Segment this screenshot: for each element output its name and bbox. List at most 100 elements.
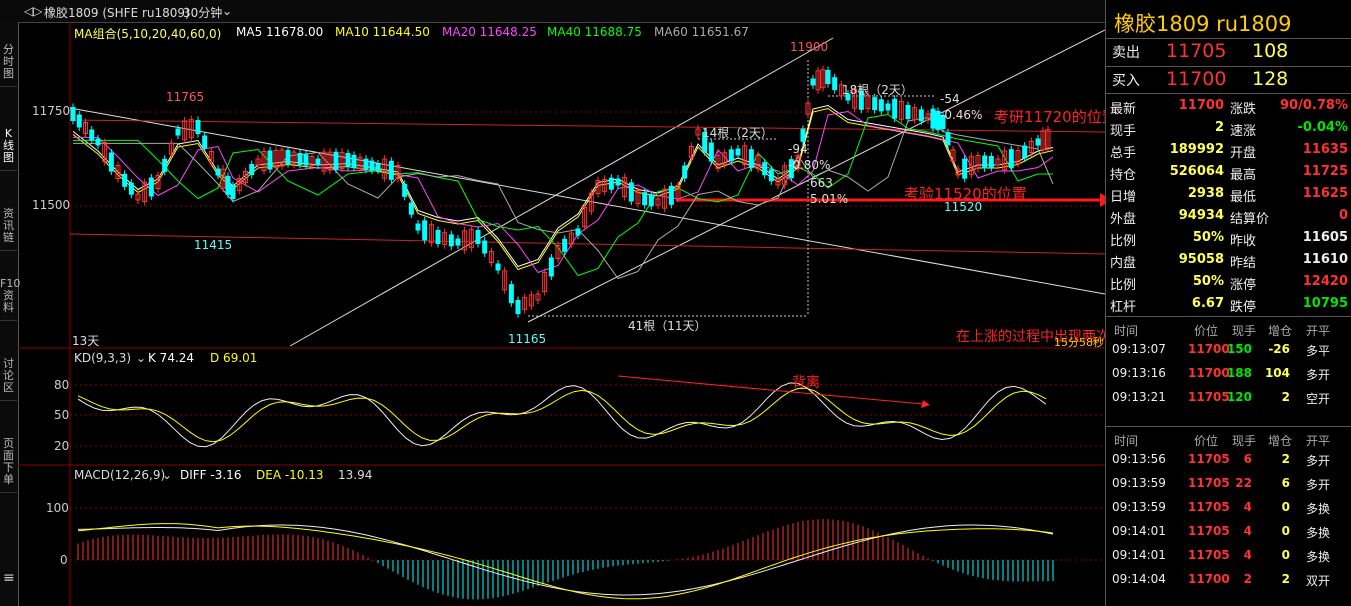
period-selector[interactable]: 30分钟 <box>183 6 223 20</box>
ma40-label: MA40 11688.75 <box>547 25 642 39</box>
header-vol: 现手 <box>1232 434 1257 448</box>
candle <box>852 88 858 109</box>
candle <box>76 114 82 128</box>
back-icon[interactable]: ◁▷ <box>24 4 43 18</box>
candle <box>188 119 194 139</box>
tick-price: 11705 <box>1188 524 1230 538</box>
candle <box>345 153 351 167</box>
tick-row: 09:13:07 11700 150 -26 多平 <box>1106 338 1351 362</box>
quote-row: 比例 50% 涨停 12420 <box>1106 272 1351 294</box>
candle <box>395 165 401 179</box>
candle <box>267 150 273 170</box>
quote-value: -0.04% <box>1297 120 1349 135</box>
candle <box>628 182 634 202</box>
ticks-header: 时间 价位 现手 增仓 开平 <box>1106 318 1351 342</box>
tick-oi: -26 <box>1268 342 1290 356</box>
quote-value: 11700 <box>1178 98 1224 113</box>
menu-icon[interactable]: ≡ <box>3 570 15 586</box>
ma40-line <box>73 113 1053 277</box>
candle <box>608 177 614 190</box>
instrument-title: 橡胶1809 (SHFE ru1809) <box>44 6 190 20</box>
candle <box>363 158 369 170</box>
candle <box>351 154 357 168</box>
header-price: 价位 <box>1194 324 1219 338</box>
ma10-label: MA10 11644.50 <box>335 25 430 39</box>
candle <box>1045 129 1051 149</box>
candle <box>249 164 255 175</box>
kline-chart[interactable]: MA组合(5,10,20,40,60,0) MA5 11678.00 MA10 … <box>18 22 1250 606</box>
candle <box>845 93 851 101</box>
header-time: 时间 <box>1114 434 1139 448</box>
candle <box>782 165 788 186</box>
sell-row[interactable]: 卖出 11705 108 <box>1112 40 1289 62</box>
tick-type: 多开 <box>1306 368 1331 382</box>
candle <box>688 146 694 158</box>
kd-k-value: K 74.24 <box>148 351 195 365</box>
tab-order[interactable]: 页面下单 <box>0 432 17 493</box>
quote-value: 0 <box>1338 208 1348 223</box>
quote-label: 比例 <box>1110 234 1137 249</box>
candle <box>662 188 668 209</box>
buy-row[interactable]: 买入 11700 128 <box>1112 68 1289 90</box>
candle <box>528 294 534 307</box>
candle <box>642 192 648 206</box>
candle <box>682 165 688 179</box>
chevron-down-icon[interactable]: ⌄ <box>136 351 147 365</box>
tab-discussion[interactable]: 讨论区 <box>0 352 17 401</box>
candle <box>615 178 621 186</box>
candle <box>522 297 528 311</box>
macd-histogram <box>77 519 1054 600</box>
candle <box>962 158 968 179</box>
candle <box>755 155 761 169</box>
candle <box>655 198 661 206</box>
tick-oi: 0 <box>1281 524 1290 538</box>
tick-time: 09:13:07 <box>1112 342 1166 356</box>
candle <box>1015 150 1021 164</box>
tick-vol: 4 <box>1243 548 1252 562</box>
tab-kline[interactable]: K线图 <box>0 122 17 171</box>
candle <box>220 168 226 189</box>
candle <box>695 128 701 136</box>
quote-value: 11605 <box>1302 230 1348 245</box>
quote-panel: 橡胶1809 ru1809 卖出 11705 108 买入 11700 128 … <box>1105 0 1351 606</box>
price-axis-11750: 11750 <box>32 104 71 118</box>
quote-value: 94934 <box>1178 208 1224 223</box>
tab-intraday[interactable]: 分时图 <box>0 38 17 87</box>
candle <box>243 171 248 183</box>
candle <box>70 107 76 121</box>
tick-row: 09:14:01 11705 4 0 多换 <box>1106 544 1351 568</box>
ticks-header: 时间 价位 现手 增仓 开平 <box>1106 428 1351 452</box>
label-11900: 11900 <box>790 40 829 54</box>
candle <box>175 128 181 136</box>
chevron-down-icon[interactable]: ⌄ <box>162 468 173 482</box>
label-11415: 11415 <box>194 238 233 252</box>
tick-oi: 0 <box>1281 548 1290 562</box>
label-test-11520: 考验11520的位置 <box>904 185 1027 203</box>
tick-type: 多换 <box>1306 526 1331 540</box>
tick-type: 空开 <box>1306 392 1331 406</box>
tab-f10[interactable]: F10资料 <box>0 272 20 321</box>
quote-label: 速涨 <box>1230 124 1257 139</box>
candle <box>858 90 864 110</box>
candle <box>202 135 208 149</box>
candle <box>225 175 231 195</box>
candle <box>805 102 811 115</box>
quote-label: 最低 <box>1230 190 1257 205</box>
macd-title[interactable]: MACD(12,26,9) <box>74 468 166 482</box>
candle <box>925 113 931 121</box>
tick-vol: 6 <box>1243 452 1252 466</box>
candle <box>279 149 285 167</box>
macd-level-0: 0 <box>60 553 68 567</box>
candle <box>595 180 601 194</box>
ma-group-label[interactable]: MA组合(5,10,20,40,60,0) <box>74 27 222 41</box>
tab-news[interactable]: 资讯链 <box>0 202 17 251</box>
macd-dea-value: DEA -10.13 <box>256 468 324 482</box>
label-test-11720: 考研11720的位置 <box>994 108 1117 126</box>
ma20-line <box>73 110 1054 274</box>
candle <box>415 223 421 231</box>
candle <box>748 149 754 169</box>
kd-title[interactable]: KD(9,3,3) <box>74 351 132 365</box>
chevron-down-icon[interactable]: ⌄ <box>222 4 233 18</box>
quote-label: 杠杆 <box>1110 300 1137 315</box>
candle <box>635 190 641 204</box>
